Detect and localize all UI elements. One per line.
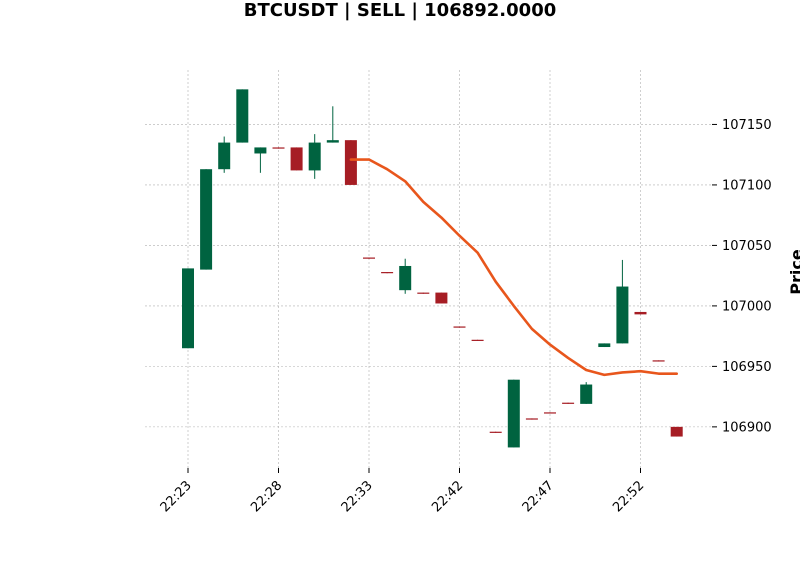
candle-body-down xyxy=(435,292,448,304)
x-tick-label: 22:52 xyxy=(610,478,647,515)
candle-body-up xyxy=(308,142,321,171)
candle-body-down xyxy=(670,426,683,437)
y-tick-label: 107050 xyxy=(722,239,772,254)
x-tick-label: 22:23 xyxy=(158,478,195,515)
candle-body-up xyxy=(236,89,249,143)
candle-body-down xyxy=(453,326,466,328)
candle-body-down xyxy=(417,292,430,294)
y-tick-label: 106900 xyxy=(722,420,772,435)
candle-body-up xyxy=(218,142,231,170)
candle-body-down xyxy=(471,339,484,341)
candle-body-up xyxy=(399,265,412,291)
candle-body-down xyxy=(272,147,285,149)
y-tick-label: 106950 xyxy=(722,360,772,375)
candle-body-down xyxy=(634,311,647,315)
candle-body-down xyxy=(544,412,556,414)
chart-title: BTCUSDT | SELL | 106892.0000 xyxy=(243,0,557,21)
candle-body-down xyxy=(489,431,502,433)
candle-layer xyxy=(182,89,683,448)
candle-body-down xyxy=(344,140,357,185)
candle-body-up xyxy=(182,268,194,349)
candle-body-up xyxy=(507,379,520,448)
y-axis-label: Price xyxy=(787,249,800,295)
candle-body-down xyxy=(363,257,375,259)
x-axis: 22:23 22:28 22:33 22:42 22:47 22:52 xyxy=(158,468,647,515)
x-tick-label: 22:47 xyxy=(520,478,557,515)
candle-body-up xyxy=(616,286,629,344)
candle-body-up xyxy=(580,384,593,404)
x-tick-label: 22:28 xyxy=(248,478,285,515)
candle-body-down xyxy=(290,147,303,171)
x-tick-label: 22:33 xyxy=(339,478,376,515)
candle-body-down xyxy=(381,272,394,274)
y-tick-label: 107150 xyxy=(722,118,772,133)
candle-body-down xyxy=(652,360,665,362)
grid-layer xyxy=(145,70,712,468)
candle-body-down xyxy=(562,402,575,404)
y-axis: 106900 106950 107000 107050 107100 107150 xyxy=(712,118,772,435)
y-tick-label: 107000 xyxy=(722,299,772,314)
ma-layer xyxy=(349,158,679,377)
candle-body-down xyxy=(525,418,538,420)
candle-body-up xyxy=(326,140,339,143)
candle-body-up xyxy=(254,147,267,154)
x-tick-label: 22:42 xyxy=(429,478,466,515)
moving-average-line xyxy=(349,158,679,377)
candle-body-up xyxy=(200,169,213,270)
y-tick-label: 107100 xyxy=(722,178,772,193)
candle-body-up xyxy=(598,343,611,348)
